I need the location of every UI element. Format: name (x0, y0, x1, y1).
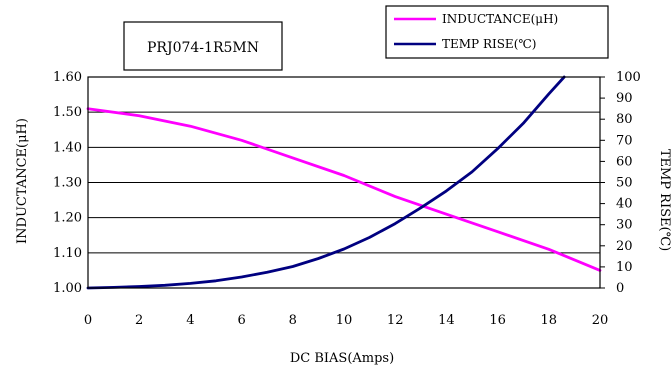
x-tick-label: 18 (541, 313, 558, 328)
x-tick-label: 8 (289, 313, 297, 328)
y2-tick-label: 0 (616, 281, 624, 296)
legend-label-temp-rise: TEMP RISE(℃) (442, 37, 536, 51)
legend-box (385, 5, 609, 59)
y2-tick-label: 70 (616, 133, 633, 148)
y2-tick-label: 20 (616, 239, 633, 254)
y-tick-label: 1.00 (53, 281, 82, 296)
y2-tick-label: 100 (616, 70, 641, 85)
y2-tick-label: 90 (616, 91, 633, 106)
legend: INDUCTANCE(μH) TEMP RISE(℃) (385, 5, 609, 59)
x-tick-label: 0 (84, 313, 92, 328)
y2-tick-label: 40 (616, 197, 633, 212)
x-tick-label: 12 (387, 313, 404, 328)
x-tick-label: 4 (186, 313, 194, 328)
x-tick-label: 20 (592, 313, 609, 328)
y-tick-label: 1.30 (53, 176, 82, 191)
x-tick-label: 16 (489, 313, 506, 328)
y-tick-labels: 1.00 1.10 1.20 1.30 1.40 1.50 1.60 (53, 70, 82, 296)
x-tick-label: 6 (237, 313, 245, 328)
x-tick-label: 10 (336, 313, 353, 328)
chart-title-box (123, 21, 283, 71)
y-tick-label: 1.50 (53, 105, 82, 120)
x-tick-label: 14 (438, 313, 455, 328)
x-axis-title: DC BIAS(Amps) (290, 351, 394, 366)
y2-tick-label: 60 (616, 154, 633, 169)
y2-tick-labels: 0 10 20 30 40 50 60 70 80 90 100 (600, 70, 641, 296)
y-tick-label: 1.10 (53, 246, 82, 261)
plot-series (86, 75, 602, 290)
y2-tick-label: 10 (616, 260, 633, 275)
legend-label-inductance: INDUCTANCE(μH) (442, 12, 558, 26)
grid-lines (88, 76, 600, 289)
chart-title: PRJ074-1R5MN (147, 40, 259, 56)
y2-tick-label: 80 (616, 112, 633, 127)
y-axis-title: INDUCTANCE(μH) (15, 118, 30, 244)
y-tick-label: 1.60 (53, 70, 82, 85)
x-tick-labels: 0 2 4 6 8 10 12 14 16 18 20 (84, 313, 608, 328)
series-line-inductance (86, 107, 602, 272)
y2-axis-title: TEMP RISE(℃) (657, 149, 672, 251)
y-tick-label: 1.20 (53, 211, 82, 226)
x-tick-label: 2 (135, 313, 143, 328)
y2-tick-label: 50 (616, 176, 633, 191)
y-tick-label: 1.40 (53, 140, 82, 155)
y2-tick-label: 30 (616, 218, 633, 233)
series-line-temp-rise (86, 75, 566, 290)
